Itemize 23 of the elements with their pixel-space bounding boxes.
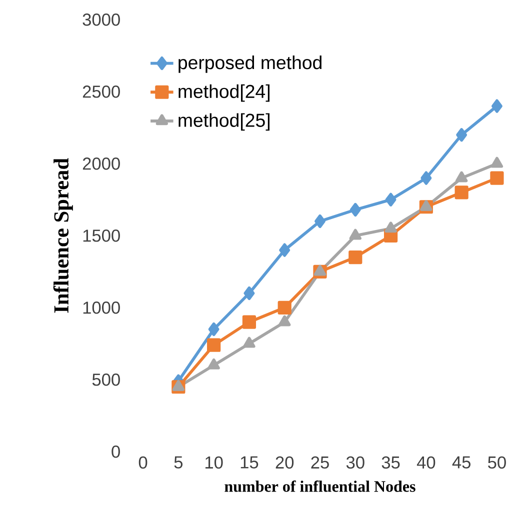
legend-label: perposed method	[178, 56, 322, 73]
x-tick-label: 30	[346, 456, 364, 469]
x-tick-label: 35	[382, 456, 400, 469]
y-axis-title: Influence Spread	[53, 158, 73, 313]
legend-label: method[24]	[178, 84, 270, 102]
x-tick-label: 40	[416, 456, 436, 469]
x-tick-label: 50	[488, 456, 506, 469]
x-tick-label: 15	[240, 456, 258, 468]
x-tick-label: 45	[452, 456, 470, 468]
x-tick-label: 5	[174, 456, 183, 468]
x-axis-title: number of influential Nodes	[224, 480, 416, 492]
legend-label: method[25]	[178, 113, 270, 131]
y-tick-label: 1500	[83, 230, 120, 242]
y-tick-label: 1000	[83, 302, 120, 314]
y-tick-label: 2000	[82, 158, 120, 170]
x-tick-label: 25	[311, 456, 329, 469]
x-tick-label: 0	[138, 456, 148, 469]
y-tick-label: 3000	[82, 14, 120, 26]
y-tick-label: 0	[112, 446, 120, 458]
x-tick-label: 20	[276, 456, 294, 469]
y-tick-label: 500	[92, 374, 120, 386]
y-tick-label: 2500	[82, 86, 120, 98]
x-tick-label: 10	[205, 456, 223, 469]
